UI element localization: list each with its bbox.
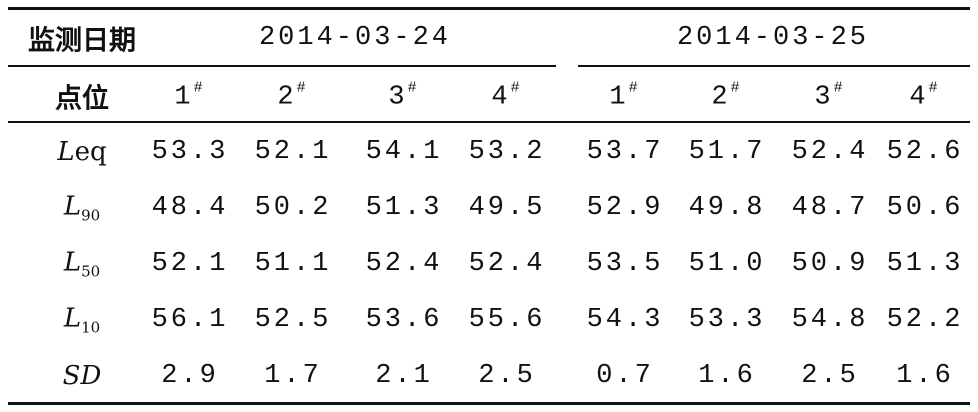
point-mark: # [833, 79, 846, 97]
point-number: 1 [174, 82, 194, 113]
value: 50.9 [791, 249, 869, 279]
label-italic: SD [62, 361, 102, 391]
point-mark: # [407, 79, 420, 97]
point-mark: # [193, 79, 206, 97]
row-label: SD [63, 361, 102, 391]
value: 52.1 [151, 249, 229, 279]
point-mark: # [730, 79, 743, 97]
value: 49.8 [688, 193, 766, 223]
row-label: L50 [64, 248, 100, 281]
value: 2.5 [478, 361, 536, 391]
row-label: L90 [64, 192, 100, 225]
row-label: L10 [64, 304, 100, 337]
point: 3# [814, 80, 845, 113]
value: 52.9 [586, 193, 664, 223]
point-number: 4 [909, 82, 929, 113]
point-mark: # [628, 79, 641, 97]
label-italic: L [63, 247, 82, 278]
point: 1# [609, 80, 640, 113]
value: 51.0 [688, 249, 766, 279]
label-sub: 90 [81, 206, 101, 225]
value: 53.5 [586, 249, 664, 279]
value: 53.6 [365, 305, 443, 335]
row-label: Leq [57, 137, 106, 167]
point: 2# [277, 80, 308, 113]
value: 51.7 [688, 137, 766, 167]
date-rule [8, 65, 556, 67]
point-number: 1 [609, 82, 629, 113]
value: 52.4 [365, 249, 443, 279]
value: 50.2 [254, 193, 332, 223]
date: 2014-03-24 [258, 23, 452, 53]
date: 2014-03-25 [676, 23, 870, 53]
point: 3# [388, 80, 419, 113]
point: 2# [711, 80, 742, 113]
value: 52.5 [254, 305, 332, 335]
value: 49.5 [468, 193, 546, 223]
point: 4# [491, 80, 522, 113]
label-sub: 50 [81, 262, 101, 281]
value: 52.6 [886, 137, 964, 167]
value: 52.4 [468, 249, 546, 279]
top-rule [8, 7, 970, 10]
value: 55.6 [468, 305, 546, 335]
value: 53.3 [688, 305, 766, 335]
label-rest: eq [74, 137, 107, 167]
value: 53.3 [151, 137, 229, 167]
value: 1.6 [896, 361, 954, 391]
value: 0.7 [596, 361, 654, 391]
label-sub: 10 [81, 318, 101, 337]
value: 52.1 [254, 137, 332, 167]
value: 54.3 [586, 305, 664, 335]
value: 50.6 [886, 193, 964, 223]
value: 2.5 [801, 361, 859, 391]
value: 53.7 [586, 137, 664, 167]
value: 2.9 [161, 361, 219, 391]
date-label: 监测日期 [28, 25, 136, 57]
point-mark: # [928, 79, 941, 97]
date-rule [578, 65, 970, 67]
value: 53.2 [468, 137, 546, 167]
point: 1# [174, 80, 205, 113]
value: 56.1 [151, 305, 229, 335]
point-number: 3 [388, 82, 408, 113]
value: 52.2 [886, 305, 964, 335]
value: 54.8 [791, 305, 869, 335]
label-italic: L [63, 191, 82, 222]
value: 52.4 [791, 137, 869, 167]
point-mark: # [510, 79, 523, 97]
label-italic: L [57, 137, 75, 167]
value: 2.1 [375, 361, 433, 391]
label-italic: L [63, 303, 82, 334]
value: 51.3 [886, 249, 964, 279]
value: 54.1 [365, 137, 443, 167]
point-number: 3 [814, 82, 834, 113]
point-label: 点位 [55, 83, 109, 115]
point-mark: # [296, 79, 309, 97]
value: 51.3 [365, 193, 443, 223]
point-number: 2 [277, 82, 297, 113]
value: 48.4 [151, 193, 229, 223]
value: 51.1 [254, 249, 332, 279]
bottom-rule [8, 402, 970, 405]
point-number: 4 [491, 82, 511, 113]
header-rule [8, 121, 970, 123]
point: 4# [909, 80, 940, 113]
value: 48.7 [791, 193, 869, 223]
value: 1.6 [698, 361, 756, 391]
value: 1.7 [264, 361, 322, 391]
point-number: 2 [711, 82, 731, 113]
